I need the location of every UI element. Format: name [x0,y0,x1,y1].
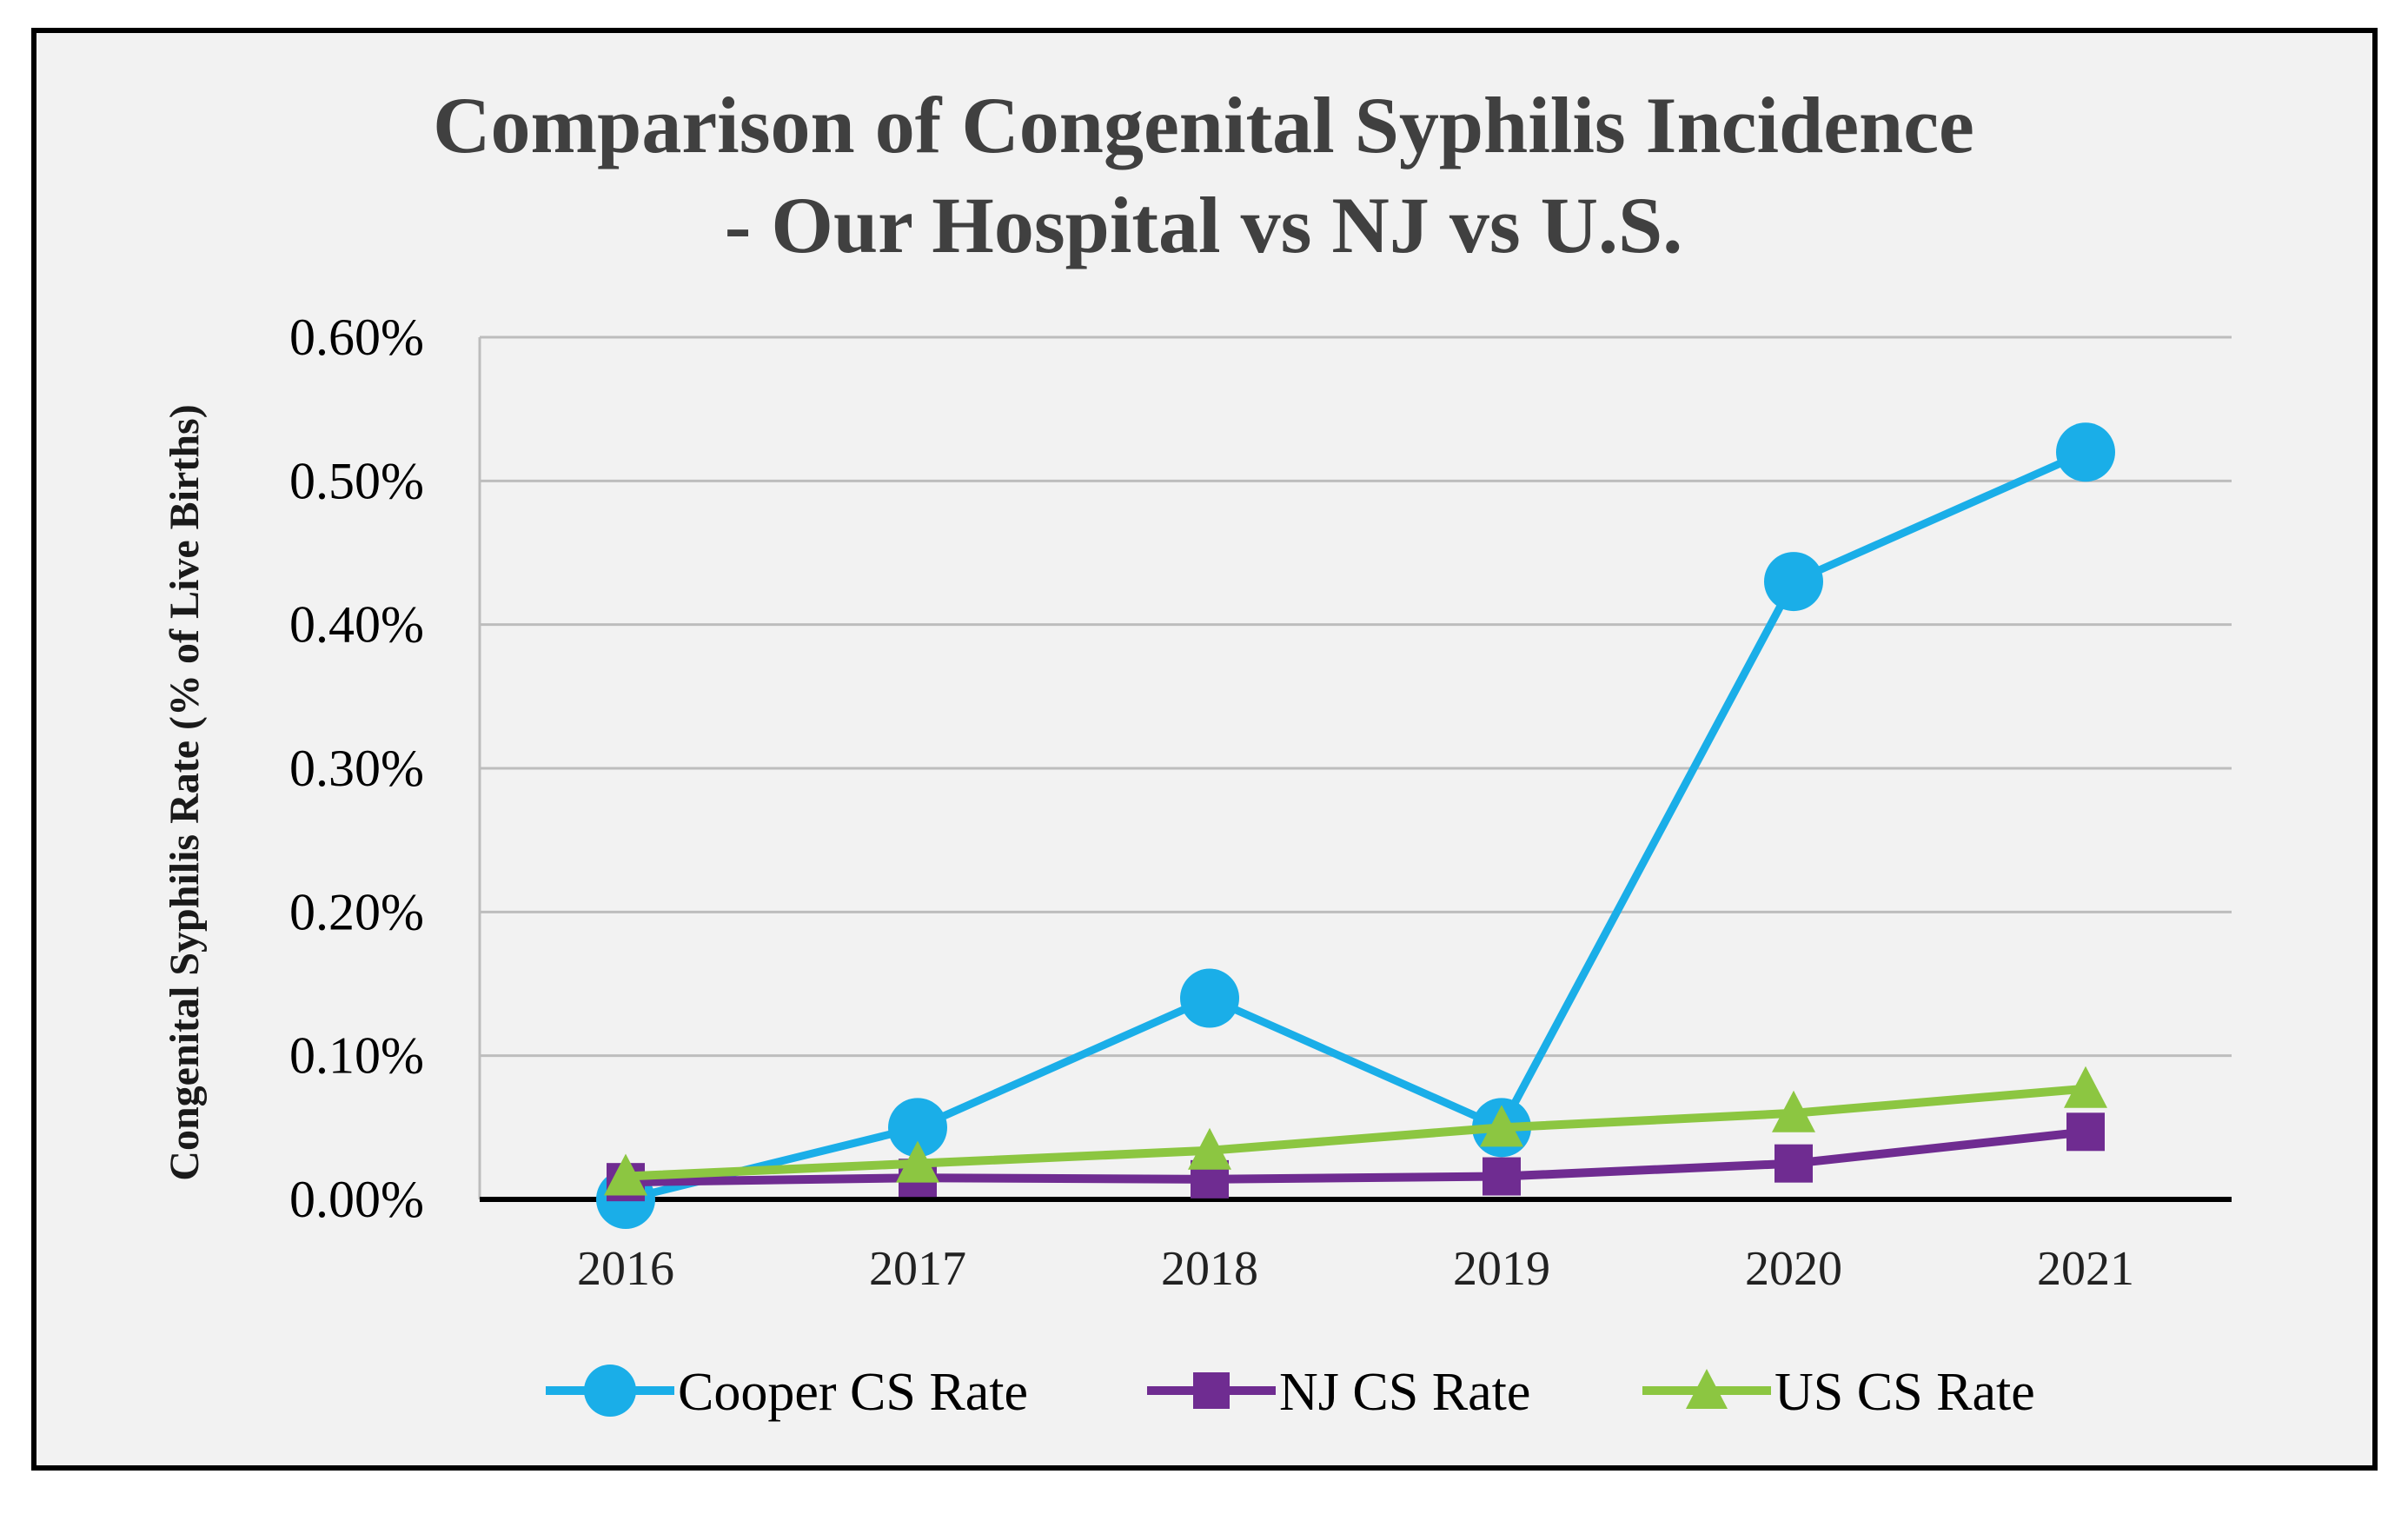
legend-item-nj-cs-rate: NJ CS Rate [1147,1363,1530,1422]
series-line [624,448,2087,1204]
data-point [1188,1127,1231,1170]
x-tick-label: 2021 [2037,1242,2134,1296]
y-tick-label: 0.10% [289,1027,424,1085]
chart-title-line-2: - Our Hospital vs NJ vs U.S. [725,181,1682,269]
legend-label: US CS Rate [1774,1363,2035,1422]
series [596,422,2115,1229]
legend-label: Cooper CS Rate [678,1363,1028,1422]
data-point [604,1153,647,1196]
chart-frame [31,28,2378,1471]
y-tick-labels: 0.00% 0.10% 0.20% 0.30% 0.40% 0.50% 0.60% [289,309,424,1228]
y-tick-label: 0.40% [289,596,424,654]
legend-marker [1193,1372,1230,1409]
data-point [1180,968,1239,1028]
axes [478,337,2232,1202]
data-point [1483,1157,1521,1196]
legend-label: NJ CS Rate [1279,1363,1530,1422]
data-point [1764,552,1823,612]
data-point [1772,1090,1815,1132]
legend-item-cooper-cs-rate: Cooper CS Rate [546,1363,1028,1422]
data-point [2056,422,2115,482]
y-axis-label: Congenital Syphilis Rate (% of Live Birt… [162,404,208,1180]
y-tick-label: 0.00% [289,1171,424,1228]
legend: Cooper CS Rate NJ CS Rate US CS Rate [546,1363,2035,1422]
x-tick-labels: 2016 2017 2018 2019 2020 2021 [577,1242,2134,1296]
x-tick-label: 2019 [1453,1242,1550,1296]
x-tick-label: 2016 [577,1242,674,1296]
chart-title-line-1: Comparison of Congenital Syphilis Incide… [433,81,1974,169]
series-nj-cs-rate [607,1112,2105,1202]
data-point [1774,1144,1813,1183]
y-tick-label: 0.20% [289,883,424,940]
series-line [625,1084,2086,1181]
x-tick-label: 2017 [869,1242,966,1296]
series-us-cs-rate [604,1066,2107,1196]
y-tick-label: 0.30% [289,740,424,797]
legend-marker [1686,1369,1728,1409]
data-point [2064,1066,2107,1108]
series-line [625,1127,2086,1187]
data-point [896,1140,939,1183]
gridlines [480,335,2232,1058]
legend-item-us-cs-rate: US CS Rate [1642,1363,2035,1422]
y-tick-label: 0.60% [289,309,424,366]
data-point [888,1098,947,1158]
legend-marker [584,1365,636,1417]
y-tick-label: 0.50% [289,452,424,509]
x-tick-label: 2018 [1161,1242,1258,1296]
data-point [2066,1112,2105,1152]
x-tick-label: 2020 [1745,1242,1842,1296]
data-point [1480,1105,1523,1147]
